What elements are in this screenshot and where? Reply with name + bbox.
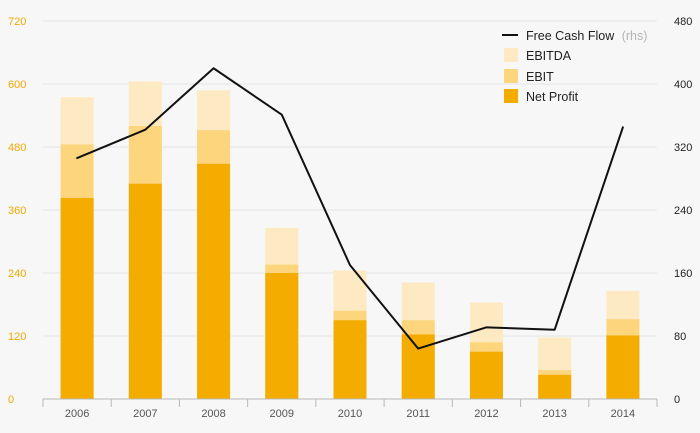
- free-cash-flow-polyline: [76, 67, 624, 350]
- legend: Free Cash Flow (rhs) EBITDA EBIT Net Pro…: [502, 29, 647, 104]
- bar-net-profit: [128, 183, 162, 399]
- legend-label-free-cash-flow-name: Free Cash Flow: [526, 29, 615, 43]
- legend-label-net-profit: Net Profit: [526, 90, 579, 104]
- x-axis-tick-label: 2006: [65, 408, 89, 420]
- legend-label-free-cash-flow: Free Cash Flow (rhs): [526, 29, 647, 43]
- right-axis-tick-label: 80: [674, 331, 686, 343]
- x-axis-tick-label: 2011: [406, 408, 430, 420]
- left-axis-tick-label: 240: [8, 268, 26, 280]
- right-axis-tick-label: 160: [674, 268, 692, 280]
- bar-net-profit: [606, 335, 640, 399]
- right-axis-tick-label: 320: [674, 142, 692, 154]
- left-axis-tick-label: 720: [8, 16, 26, 28]
- right-axis-tick-label: 240: [674, 205, 692, 217]
- legend-label-free-cash-flow-suffix: (rhs): [622, 29, 648, 43]
- left-axis-tick-label: 0: [8, 394, 14, 406]
- x-axis-tick-label: 2008: [201, 408, 225, 420]
- x-axis-tick-label: 2007: [133, 408, 157, 420]
- right-axis-tick-label: 400: [674, 79, 692, 91]
- x-axis-tick-label: 2013: [542, 408, 566, 420]
- right-axis-tick-label: 480: [674, 16, 692, 28]
- legend-swatch-ebitda: [504, 48, 518, 62]
- axes: 0 120 240 360 480 600 720 0 80 160 240 320 400 480 200…: [8, 16, 692, 420]
- bar-net-profit: [60, 197, 94, 399]
- x-axis-tick-label: 2012: [474, 408, 498, 420]
- legend-swatch-ebit: [504, 69, 518, 83]
- bar-net-profit: [333, 320, 367, 399]
- x-axis-tick-label: 2009: [270, 408, 294, 420]
- bar-net-profit: [197, 163, 231, 399]
- left-axis-tick-label: 120: [8, 331, 26, 343]
- legend-label-ebitda: EBITDA: [526, 49, 572, 63]
- bars: [60, 81, 640, 400]
- bar-net-profit: [265, 273, 299, 399]
- bar-net-profit: [469, 351, 503, 399]
- legend-swatch-net-profit: [504, 89, 518, 103]
- left-axis-tick-label: 360: [8, 205, 26, 217]
- bar-net-profit: [538, 374, 572, 399]
- legend-label-ebit: EBIT: [526, 70, 554, 84]
- free-cash-flow-line: [76, 67, 624, 350]
- right-axis-tick-label: 0: [674, 394, 680, 406]
- x-axis-tick-label: 2014: [611, 408, 635, 420]
- left-axis-tick-label: 480: [8, 142, 26, 154]
- left-axis-tick-label: 600: [8, 79, 26, 91]
- x-axis-tick-label: 2010: [338, 408, 362, 420]
